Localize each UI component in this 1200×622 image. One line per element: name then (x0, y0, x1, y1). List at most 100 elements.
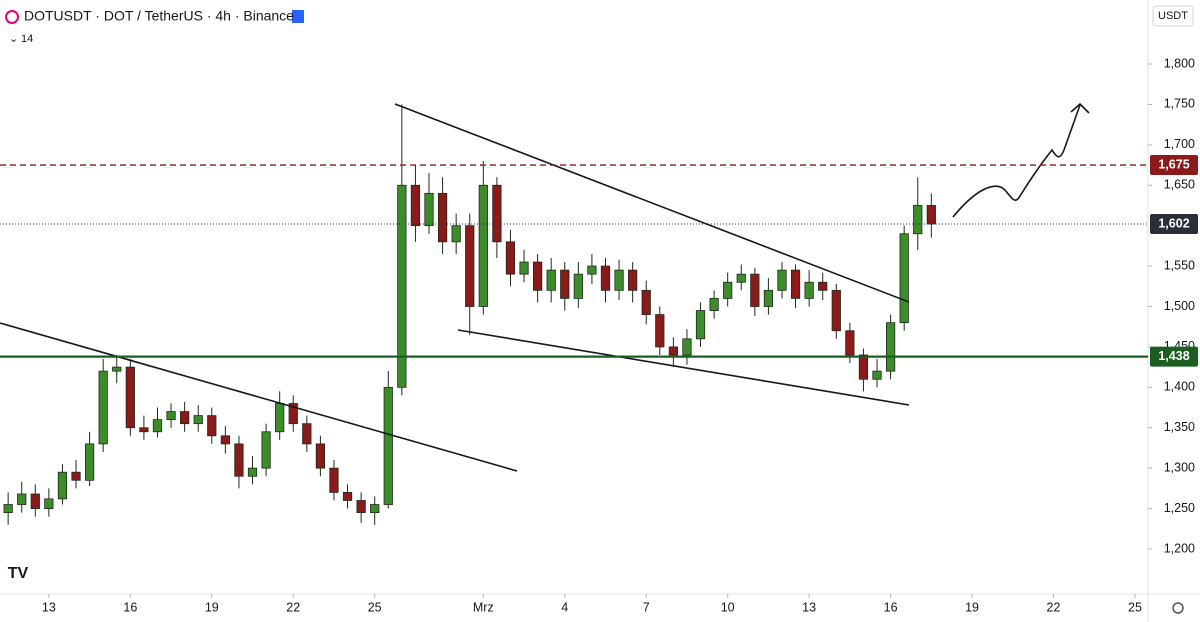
plot-area (3, 104, 936, 525)
candle-body (207, 415, 217, 437)
y-tick-label: 1,550 (1164, 258, 1195, 272)
price-level-tag (1150, 155, 1198, 176)
candle-body (505, 241, 516, 275)
x-tick-label: 4 (561, 600, 568, 614)
trendline (457, 329, 910, 406)
x-tick-label: Mrz (473, 600, 494, 614)
y-tick-label: 1,250 (1164, 501, 1195, 515)
candle-body (152, 419, 163, 433)
candle-body (356, 500, 366, 514)
candle-body (763, 289, 774, 307)
candle-body (465, 225, 475, 307)
candle-body (220, 435, 230, 445)
candle-body (628, 269, 638, 291)
trendline (0, 322, 518, 472)
candle-body (275, 403, 285, 433)
y-tick-label: 1,500 (1164, 299, 1195, 313)
candle-body (600, 265, 611, 291)
arrow-head (1070, 102, 1090, 114)
candle-body (288, 403, 298, 425)
symbol-icon (5, 10, 19, 24)
candle-body (872, 370, 882, 380)
logo[interactable]: TV (8, 565, 29, 582)
projection-arrow (952, 104, 1081, 218)
candle-body (533, 261, 543, 291)
candle-body (424, 192, 434, 227)
x-tick-label: 25 (1128, 600, 1142, 614)
candle-body (695, 310, 706, 340)
candle-body (329, 467, 339, 493)
x-tick-label: 25 (368, 600, 382, 614)
y-tick-label: 1,650 (1164, 178, 1195, 192)
y-tick-label: 1,200 (1164, 541, 1195, 555)
candle-body (139, 427, 149, 433)
candle-body (410, 184, 421, 227)
x-tick-label: 13 (42, 600, 56, 614)
candle-body (478, 184, 488, 307)
flag-icon[interactable] (292, 10, 304, 23)
candle-body (614, 269, 624, 291)
candle-body (668, 346, 678, 356)
candle-body (573, 273, 583, 299)
x-tick-label: 22 (1047, 600, 1061, 614)
y-tick-label: 1,750 (1164, 97, 1195, 111)
candle-body (370, 504, 380, 514)
candle-body (44, 498, 54, 509)
candle-body (560, 269, 570, 299)
candle-body (492, 184, 502, 243)
candle-body (180, 411, 190, 425)
candle-body (587, 265, 597, 275)
candle-body (641, 289, 651, 315)
candle-body (723, 281, 733, 299)
candle-body (3, 504, 13, 514)
candle-body (709, 298, 719, 311)
y-tick-label: 1,800 (1164, 56, 1195, 70)
candle-body (315, 443, 326, 469)
candle-body (234, 443, 244, 477)
indicator-label[interactable]: 14 (21, 33, 33, 45)
candle-body (682, 338, 692, 356)
y-tick-label: 1,350 (1164, 420, 1195, 434)
candle-body (112, 366, 122, 372)
candle-body (302, 423, 312, 445)
price-level-label: 1,602 (1158, 216, 1189, 230)
candle-body (845, 330, 855, 356)
candle-body (831, 289, 841, 332)
candle-body (193, 415, 203, 425)
candle-body (261, 431, 271, 469)
candle-body (750, 273, 760, 307)
x-tick-label: 10 (721, 600, 735, 614)
candle-body (437, 192, 448, 243)
price-level-tag (1150, 214, 1198, 235)
currency-button[interactable] (1152, 5, 1194, 27)
candle-body (885, 322, 896, 372)
price-level-tag (1150, 346, 1198, 367)
candle-body (655, 314, 665, 348)
x-tick-label: 16 (884, 600, 898, 614)
candle-body (30, 493, 40, 509)
currency-label[interactable]: USDT (1158, 10, 1188, 22)
candle-body (777, 269, 787, 291)
settings-icon[interactable] (1172, 602, 1184, 614)
candle-body (84, 443, 95, 481)
candle-body (383, 386, 393, 505)
candle-body (858, 354, 869, 380)
candle-body (17, 493, 27, 505)
candle-body (98, 370, 108, 445)
candle-body (790, 269, 801, 299)
candle-body (342, 492, 353, 501)
candle-body (899, 233, 909, 324)
x-tick-label: 7 (643, 600, 650, 614)
candle-body (818, 281, 828, 291)
indicator-chevron[interactable]: ⌄ (9, 33, 18, 45)
candle-body (913, 205, 923, 235)
candle-body (926, 205, 936, 225)
y-tick-label: 1,400 (1164, 380, 1195, 394)
candle-body (804, 281, 814, 299)
candle-body (166, 411, 176, 421)
candle-body (397, 184, 407, 388)
price-level-label: 1,438 (1158, 349, 1189, 363)
trendline (394, 103, 910, 303)
